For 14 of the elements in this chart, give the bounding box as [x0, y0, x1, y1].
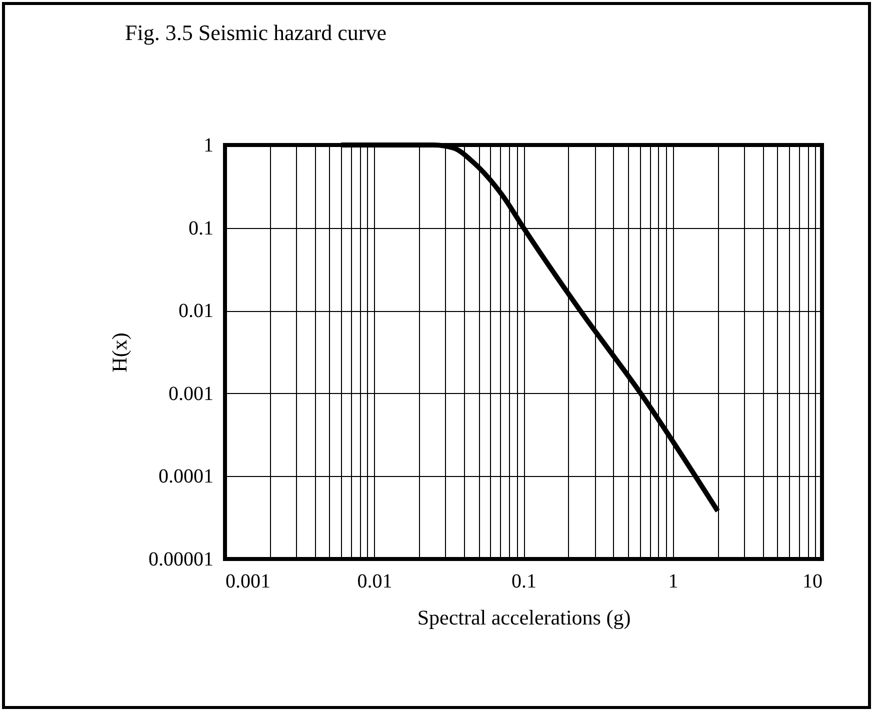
y-tick-label: 0.01 [178, 300, 214, 322]
x-tick-label: 0.001 [226, 570, 270, 592]
y-tick-label: 1 [204, 134, 214, 156]
x-tick-label: 0.1 [512, 570, 536, 592]
y-tick-label: 0.0001 [158, 466, 214, 488]
y-tick-label: 0.001 [168, 382, 214, 405]
y-tick-label: 0.1 [188, 217, 214, 240]
chart-title: Fig. 3.5 Seismic hazard curve [125, 20, 386, 45]
y-axis-title: H(x) [108, 332, 132, 372]
x-tick-label: 1 [668, 570, 678, 592]
y-tick-label: 0.00001 [148, 548, 214, 570]
x-tick-label: 0.01 [357, 570, 392, 592]
x-tick-label: 10 [802, 570, 822, 592]
x-axis-title: Spectral accelerations (g) [417, 606, 631, 630]
